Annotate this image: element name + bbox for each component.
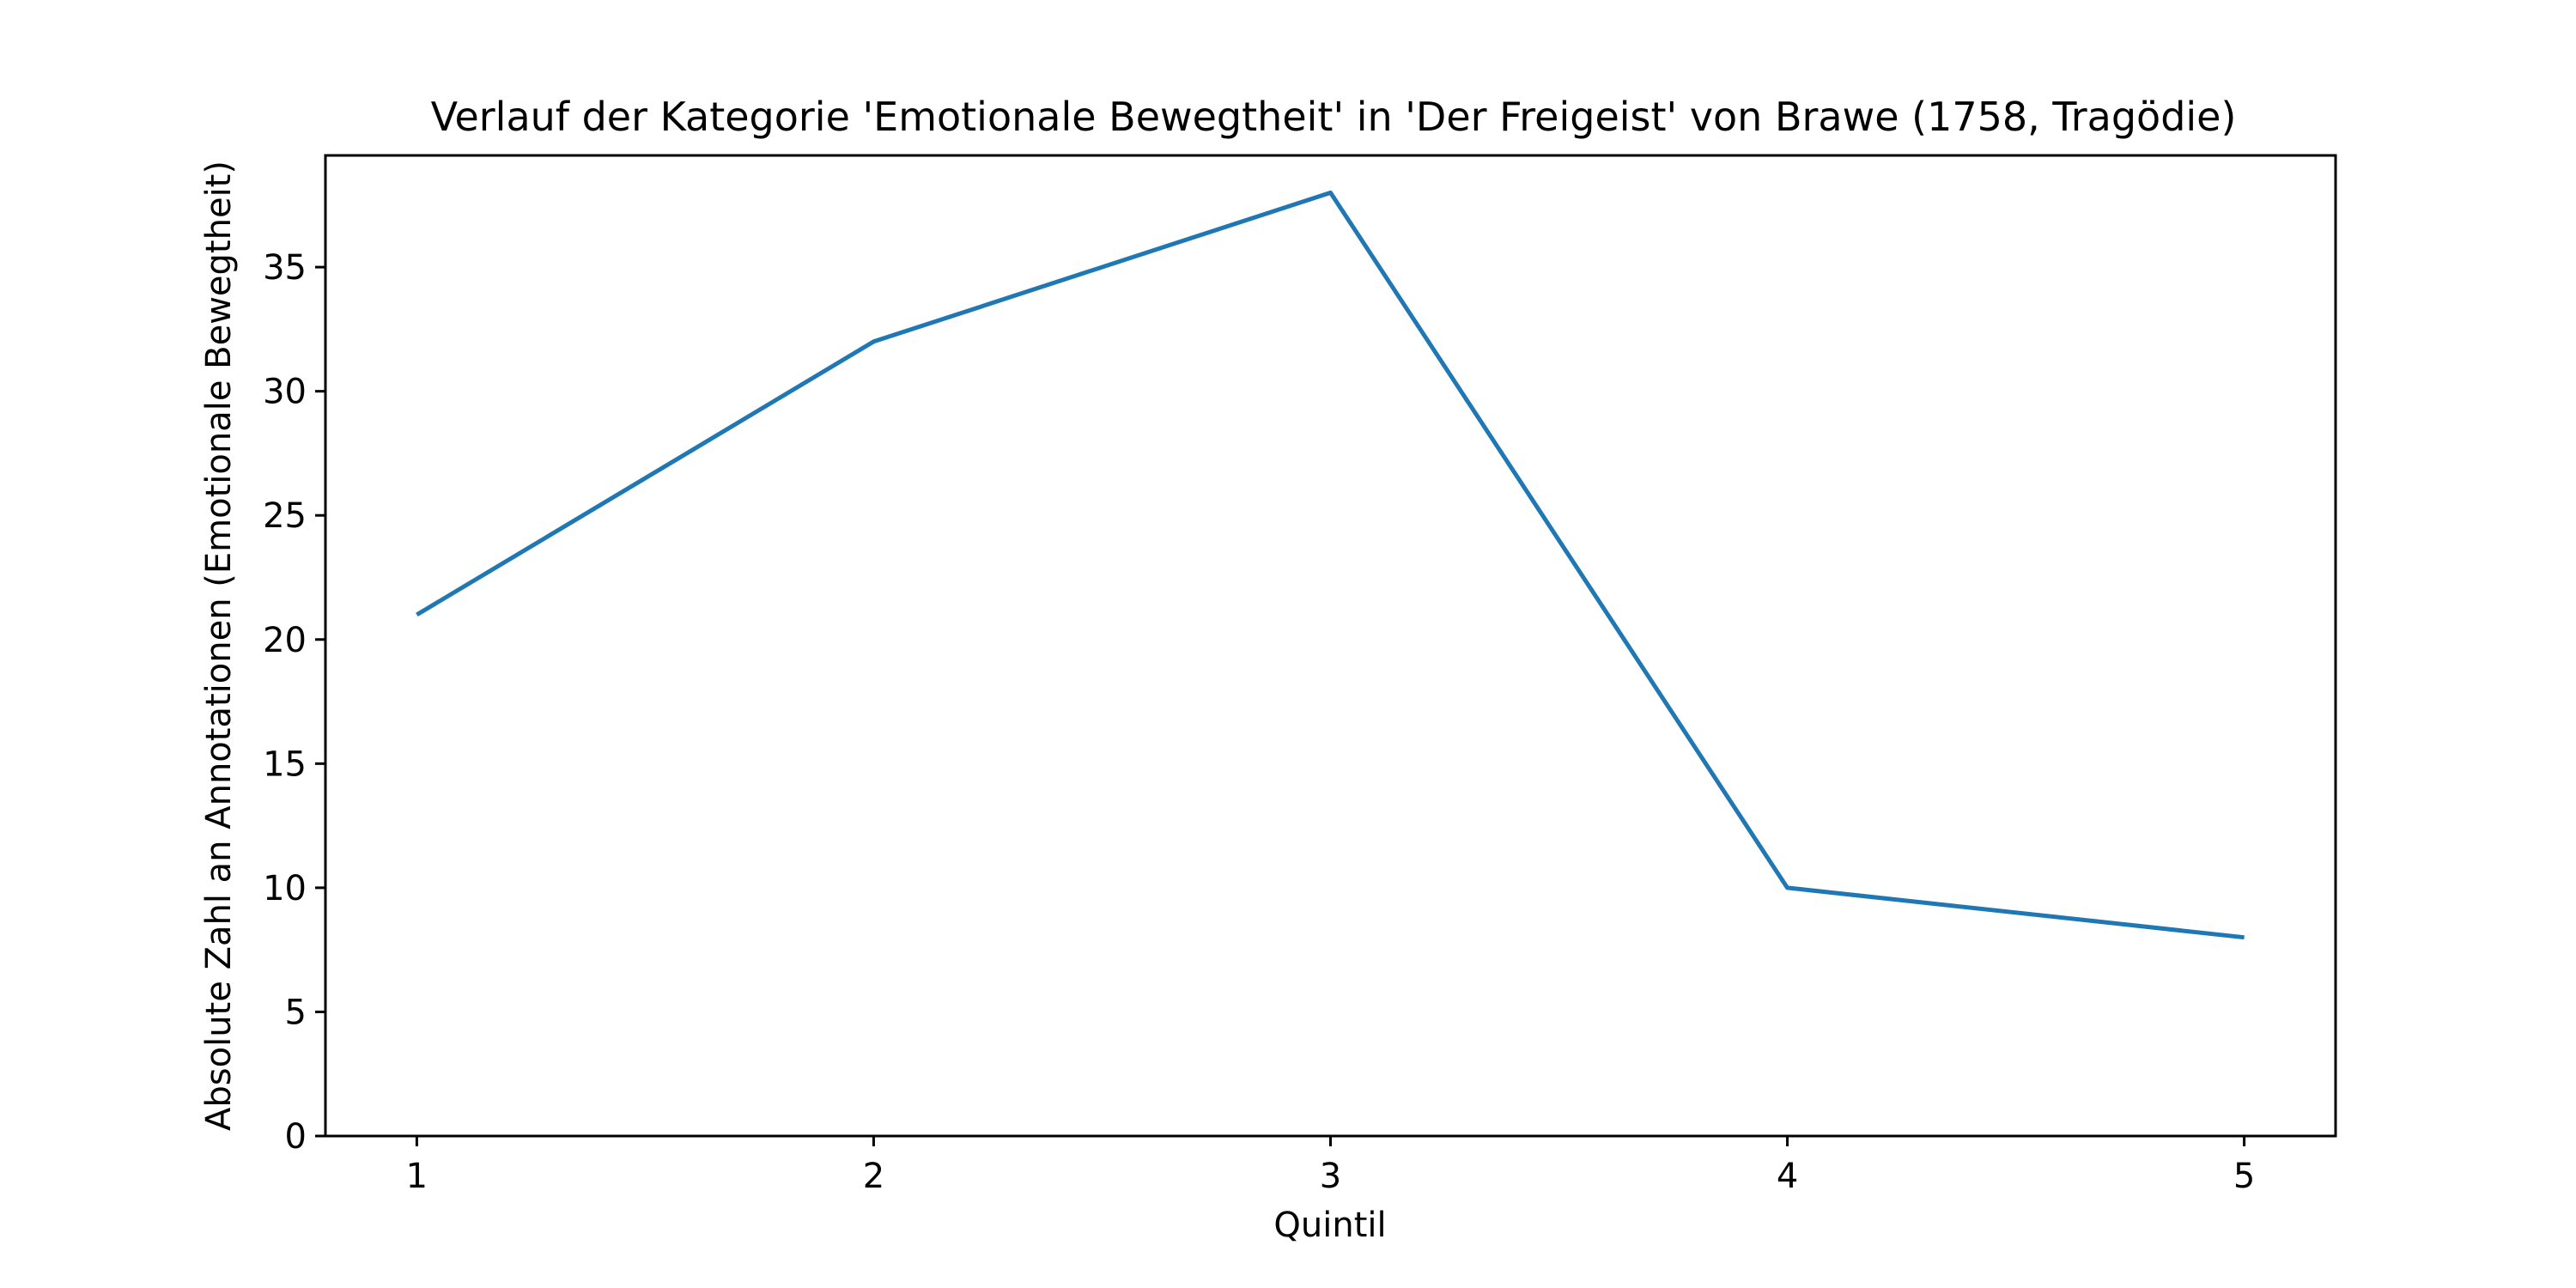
y-tick-label: 25: [263, 496, 307, 536]
x-axis-label: Quintil: [1273, 1206, 1386, 1245]
x-tick-label: 4: [1777, 1157, 1798, 1196]
series-lines: [416, 190, 2245, 940]
y-tick-label: 35: [263, 248, 307, 288]
x-axis-ticks: 1 2 3 4 5: [406, 1136, 2255, 1196]
x-tick-label: 5: [2233, 1157, 2255, 1196]
y-tick-label: 30: [263, 373, 307, 412]
x-tick-label: 2: [863, 1157, 884, 1196]
series-line: [416, 190, 2245, 940]
y-tick-label: 5: [285, 993, 307, 1032]
x-tick-label: 3: [1320, 1157, 1341, 1196]
plot-frame: [324, 154, 2337, 1138]
y-tick-label: 10: [263, 869, 307, 908]
y-axis-ticks: 0 5 10 15 20 25 30 35: [263, 248, 325, 1157]
y-tick-label: 15: [263, 744, 307, 784]
y-tick-label: 20: [263, 621, 307, 660]
y-axis-label: Absolute Zahl an Annotationen (Emotional…: [199, 161, 239, 1131]
y-tick-label: 0: [285, 1117, 307, 1157]
x-tick-label: 1: [406, 1157, 428, 1196]
chart-title: Verlauf der Kategorie 'Emotionale Bewegt…: [431, 94, 2237, 140]
